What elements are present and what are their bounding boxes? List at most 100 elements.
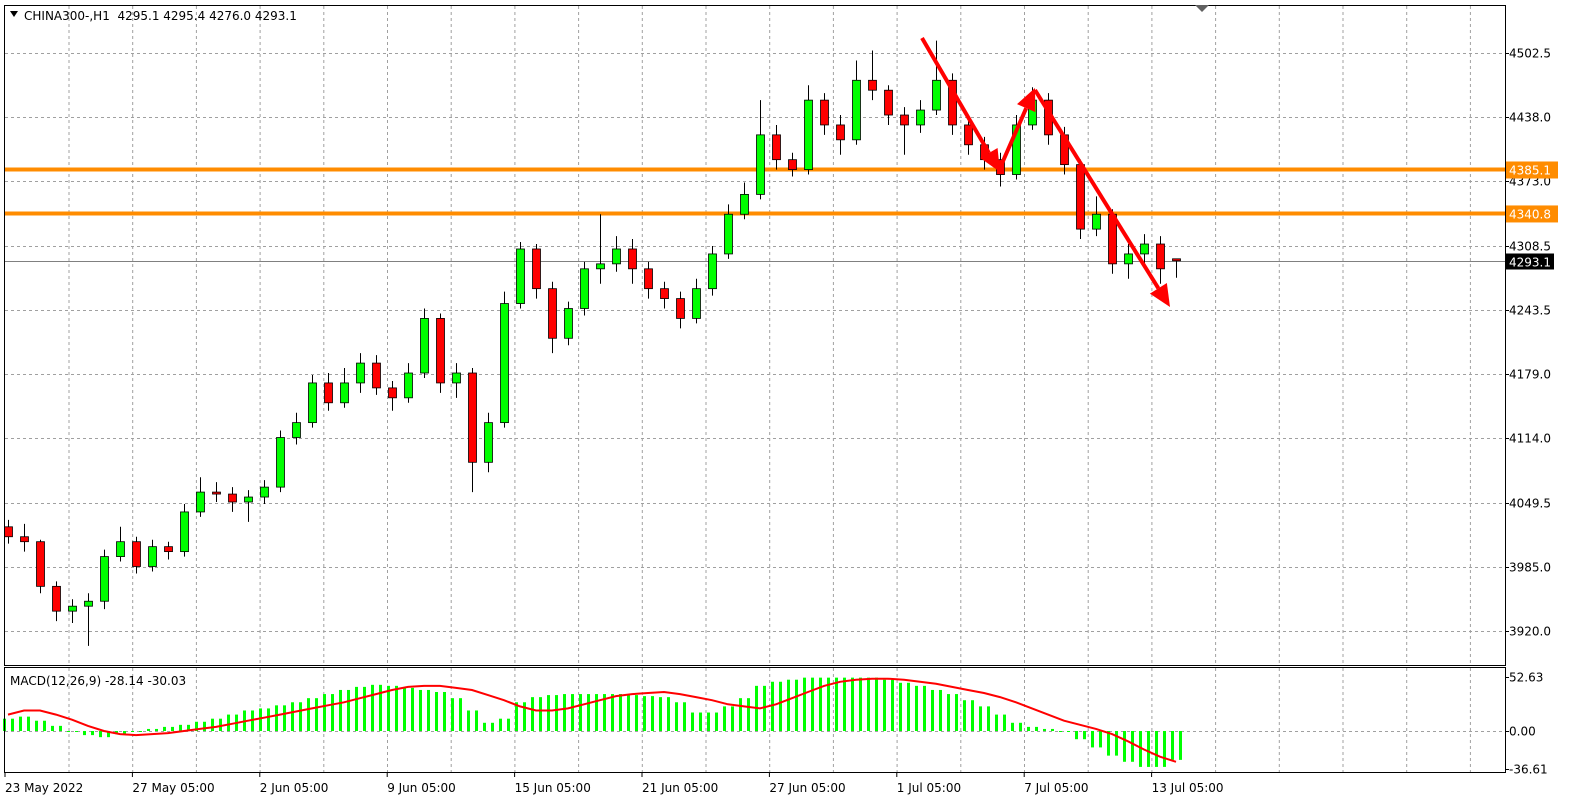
- candle: [180, 503, 189, 557]
- trend-arrow[interactable]: [998, 88, 1036, 169]
- macd-histogram-bar: [1051, 728, 1054, 731]
- macd-histogram-bar: [515, 702, 518, 731]
- macd-histogram-bar: [275, 705, 278, 731]
- level-price-tag: [1506, 205, 1558, 223]
- candle-body-bull: [340, 382, 349, 404]
- macd-histogram-bar: [667, 697, 670, 731]
- macd-histogram-bar: [123, 731, 126, 735]
- candle-body-bear: [164, 546, 173, 553]
- candle: [340, 368, 349, 408]
- candle: [116, 526, 125, 562]
- triangle-down-icon[interactable]: [10, 11, 18, 17]
- candle: [772, 124, 781, 170]
- macd-histogram-bar: [363, 686, 366, 731]
- candle: [756, 100, 765, 200]
- arrow-head-icon: [1149, 283, 1170, 307]
- candle: [708, 245, 717, 296]
- candle: [884, 85, 893, 125]
- horizontal-levels[interactable]: [5, 167, 1505, 262]
- candle: [580, 261, 589, 316]
- arrow-head-icon: [980, 147, 1000, 172]
- trend-arrow[interactable]: [1033, 88, 1170, 307]
- candle-body-bull: [564, 308, 573, 339]
- macd-histogram-bar: [1155, 731, 1158, 767]
- candle: [1076, 159, 1085, 240]
- candle: [516, 242, 525, 309]
- trend-arrow[interactable]: [920, 36, 1000, 172]
- macd-histogram-bar: [395, 685, 398, 731]
- y-tick-label: 4049.5: [1509, 497, 1551, 511]
- macd-histogram-bar: [427, 689, 430, 731]
- candle: [228, 487, 237, 512]
- macd-histogram-bar: [355, 686, 358, 731]
- macd-histogram-bar: [795, 679, 798, 731]
- macd-histogram-bar: [1163, 731, 1166, 767]
- macd-histogram-bar: [19, 716, 22, 731]
- candle: [644, 261, 653, 299]
- macd-histogram-bar: [851, 677, 854, 731]
- candle: [868, 50, 877, 101]
- macd-histogram-bar: [99, 731, 102, 738]
- x-tick-label: 27 Jun 05:00: [769, 781, 845, 795]
- candle: [532, 244, 541, 299]
- candle-body-bear: [36, 541, 45, 587]
- macd-histogram-bar: [467, 710, 470, 731]
- macd-panel: [3, 677, 1505, 767]
- candle-body-bull: [260, 486, 269, 498]
- candle: [292, 412, 301, 445]
- macd-histogram-bar: [971, 700, 974, 731]
- candle: [820, 93, 829, 135]
- macd-histogram-bar: [1075, 731, 1078, 740]
- candle: [36, 539, 45, 594]
- macd-histogram-bar: [715, 712, 718, 731]
- macd-histogram-bar: [179, 724, 182, 731]
- macd-histogram-bar: [339, 689, 342, 731]
- candle-body-bull: [276, 437, 285, 488]
- main-chart-frame: [4, 5, 1506, 666]
- macd-histogram-bar: [1027, 726, 1030, 731]
- macd-frame: [4, 667, 1506, 773]
- arrow-shaft: [998, 107, 1029, 169]
- macd-histogram-bar: [371, 684, 374, 731]
- macd-histogram-bar: [523, 702, 526, 731]
- macd-histogram-bar: [1059, 731, 1062, 732]
- candle-body-bear: [132, 541, 141, 567]
- candle-body-bull: [1092, 213, 1101, 230]
- macd-histogram-bar: [995, 714, 998, 731]
- candle-body-bear: [20, 536, 29, 543]
- macd-histogram-bar: [587, 694, 590, 731]
- macd-signal-line: [7, 677, 1177, 763]
- trend-arrows[interactable]: [920, 36, 1170, 307]
- macd-histogram-bar: [571, 694, 574, 731]
- macd-histogram-bar: [283, 705, 286, 731]
- candle-body-bear: [900, 114, 909, 126]
- macd-histogram-bar: [539, 697, 542, 731]
- macd-histogram-bar: [379, 684, 382, 731]
- candle: [164, 541, 173, 560]
- macd-histogram-bar: [867, 677, 870, 731]
- candle-body-bear: [1076, 164, 1085, 230]
- candle: [68, 599, 77, 624]
- macd-histogram-bar: [923, 685, 926, 731]
- level-price-label: 4340.8: [1509, 207, 1551, 221]
- candle-body-bear: [4, 526, 13, 538]
- macd-histogram-bar: [1035, 726, 1038, 731]
- candle-body-bear: [468, 372, 477, 463]
- candle: [1092, 196, 1101, 237]
- candle: [724, 204, 733, 259]
- macd-histogram-bar: [627, 695, 630, 731]
- x-tick-label: 13 Jul 05:00: [1152, 781, 1224, 795]
- macd-y-tick-label: -36.61: [1509, 763, 1548, 777]
- candle-body-bull: [1124, 253, 1133, 265]
- macd-y-tick-label: 52.63: [1509, 671, 1543, 685]
- macd-histogram-bar: [1147, 731, 1150, 767]
- macd-histogram-bar: [331, 694, 334, 731]
- macd-histogram-bar: [147, 728, 150, 731]
- y-tick-label: 3985.0: [1509, 561, 1551, 575]
- macd-y-tick-label: 0.00: [1509, 725, 1536, 739]
- candle-body-bull: [708, 253, 717, 290]
- macd-histogram-bar: [1003, 714, 1006, 731]
- macd-histogram-bar: [259, 708, 262, 731]
- shift-marker-icon[interactable]: [1195, 5, 1209, 12]
